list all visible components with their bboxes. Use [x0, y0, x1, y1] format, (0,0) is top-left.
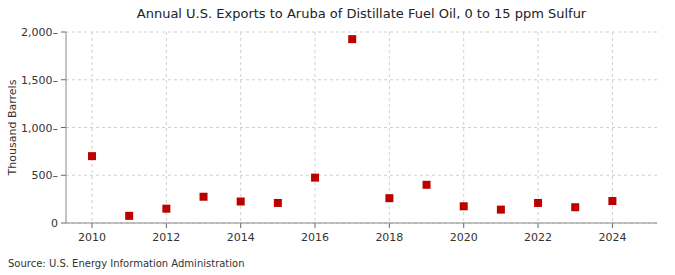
point — [200, 193, 208, 201]
point — [311, 174, 319, 182]
point — [348, 35, 356, 43]
marks — [88, 35, 616, 220]
y-grid-line — [66, 175, 657, 176]
y-tick-label: 1,000– — [21, 122, 58, 135]
chart-container: 2010 2012 2014 2016 2018 2020 2022 2024 0 500– 1,0… — [0, 0, 675, 275]
axes: 2010 2012 2014 2016 2018 2020 2022 2024 0 500– 1,0… — [21, 26, 657, 244]
grid — [66, 32, 657, 223]
point — [162, 205, 170, 213]
x-tick — [538, 223, 539, 228]
y-grid-line — [66, 127, 657, 128]
y-tick-label: 500– — [32, 169, 59, 182]
x-tick-label: 2014 — [227, 231, 255, 244]
x-tick — [315, 223, 316, 228]
x-tick-label: 2020 — [450, 231, 478, 244]
x-tick — [463, 223, 464, 228]
y-tick-label: 0 — [51, 217, 58, 230]
x-tick-label: 2022 — [524, 231, 552, 244]
x-tick-label: 2012 — [152, 231, 180, 244]
title: Annual U.S. Exports to Aruba of Distilla… — [137, 6, 587, 21]
x-tick-label: 2016 — [301, 231, 329, 244]
point — [534, 199, 542, 207]
x-tick — [389, 223, 390, 228]
point — [423, 181, 431, 189]
y-tick-label: 1,500– — [21, 74, 58, 87]
x-tick-label: 2010 — [78, 231, 106, 244]
y-tick — [61, 223, 66, 224]
x-tick-label: 2018 — [375, 231, 403, 244]
x-grid-line — [166, 32, 167, 223]
point — [237, 198, 245, 206]
y-grid-line — [66, 223, 657, 224]
point — [460, 202, 468, 210]
y-tick — [61, 175, 66, 176]
y-axis-line — [66, 32, 67, 223]
y-tick — [61, 127, 66, 128]
point — [497, 206, 505, 214]
point — [385, 194, 393, 202]
y-axis-label: Thousand Barrels — [6, 79, 19, 176]
point — [571, 203, 579, 211]
point — [88, 152, 96, 160]
x-tick-label: 2024 — [598, 231, 626, 244]
x-tick — [240, 223, 241, 228]
annotation: Source: U.S. Energy Information Administ… — [8, 258, 245, 269]
y-tick-label: 2,000– — [21, 26, 58, 39]
y-tick — [61, 79, 66, 80]
x-grid-line — [538, 32, 539, 223]
x-axis-line — [66, 223, 657, 224]
x-tick — [166, 223, 167, 228]
x-tick — [92, 223, 93, 228]
point — [274, 199, 282, 207]
point — [125, 212, 133, 220]
x-tick — [612, 223, 613, 228]
point — [608, 197, 616, 205]
y-grid-line — [66, 79, 657, 80]
y-tick — [61, 32, 66, 33]
chart-svg: 2010 2012 2014 2016 2018 2020 2022 2024 0 500– 1,0… — [0, 0, 675, 275]
y-grid-line — [66, 32, 657, 33]
